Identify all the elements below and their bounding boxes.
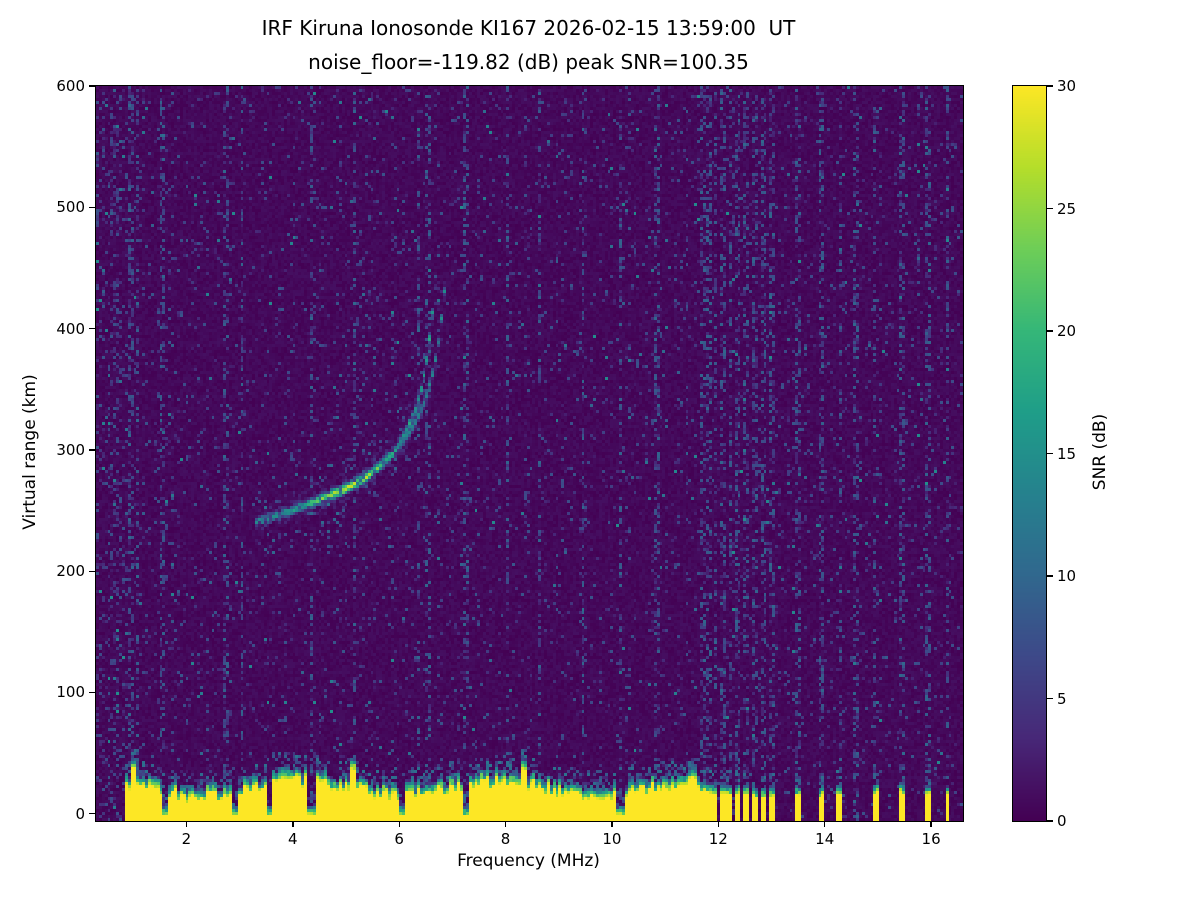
- y-tick: [89, 691, 95, 694]
- colorbar-tick: [1047, 85, 1053, 87]
- y-tick: [89, 327, 95, 330]
- colorbar-tick: [1047, 452, 1053, 455]
- x-axis-label: Frequency (MHz): [457, 851, 600, 871]
- colorbar-tick: [1047, 820, 1053, 822]
- y-tick: [89, 570, 95, 572]
- colorbar-tick: [1047, 575, 1053, 577]
- colorbar-tick-label: 0: [1057, 812, 1067, 830]
- plot-area: [95, 85, 964, 822]
- y-tick: [89, 206, 95, 208]
- colorbar-tick-label: 10: [1057, 567, 1077, 585]
- x-tick: [398, 821, 400, 827]
- x-tick: [717, 821, 720, 827]
- x-tick-label: 2: [181, 830, 192, 848]
- colorbar-gradient-canvas: [1013, 86, 1046, 821]
- chart-subtitle: noise_floor=-119.82 (dB) peak SNR=100.35: [308, 50, 749, 74]
- y-tick-label: 200: [56, 562, 85, 581]
- y-axis-label: Virtual range (km): [20, 374, 40, 530]
- colorbar-tick: [1047, 207, 1053, 210]
- x-tick-label: 12: [708, 830, 728, 848]
- colorbar-tick-label: 30: [1057, 77, 1077, 95]
- y-tick: [89, 449, 95, 451]
- x-tick: [930, 821, 932, 827]
- colorbar: [1012, 85, 1047, 822]
- x-tick-label: 4: [288, 830, 298, 848]
- y-tick-label: 0: [75, 804, 85, 823]
- ionogram-heatmap-canvas: [96, 86, 963, 821]
- colorbar-tick-label: 25: [1057, 199, 1077, 218]
- x-tick: [824, 821, 826, 827]
- y-tick-label: 500: [56, 198, 85, 217]
- x-tick: [611, 821, 613, 827]
- y-tick-label: 600: [56, 77, 85, 95]
- x-tick-label: 6: [394, 830, 404, 848]
- x-tick-label: 16: [921, 830, 941, 848]
- x-tick-label: 14: [815, 830, 835, 848]
- y-tick: [89, 813, 95, 815]
- colorbar-tick-label: 5: [1057, 689, 1067, 708]
- chart-title: IRF Kiruna Ionosonde KI167 2026-02-15 13…: [261, 16, 796, 40]
- x-tick-label: 10: [602, 830, 622, 848]
- colorbar-tick-label: 15: [1057, 444, 1077, 463]
- x-tick-label: 8: [500, 830, 511, 848]
- x-tick: [504, 821, 507, 827]
- colorbar-tick: [1047, 697, 1053, 700]
- x-tick: [185, 821, 188, 827]
- colorbar-tick-label: 20: [1057, 322, 1077, 340]
- y-tick: [89, 85, 95, 87]
- y-tick-label: 300: [56, 440, 85, 459]
- y-tick-label: 100: [56, 683, 85, 702]
- y-tick-label: 400: [56, 319, 85, 338]
- colorbar-tick: [1047, 330, 1053, 332]
- x-tick: [292, 821, 294, 827]
